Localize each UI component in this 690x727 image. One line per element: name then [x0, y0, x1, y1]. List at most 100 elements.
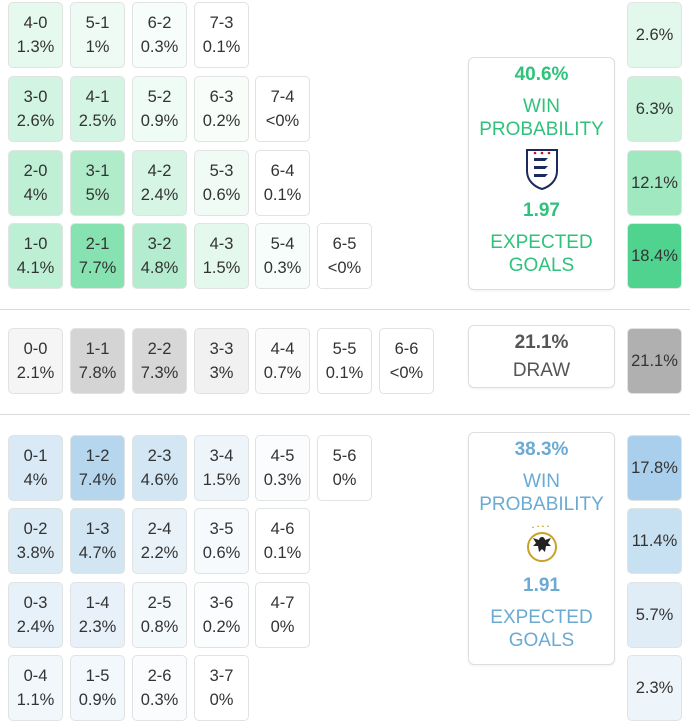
cell-score: 6-6 — [394, 340, 419, 358]
cell-score: 3-6 — [209, 594, 234, 612]
score-cell-germany-win: 5-6 0% — [317, 435, 372, 501]
cell-score: 5-4 — [270, 235, 295, 253]
cell-score: 2-0 — [23, 162, 48, 180]
score-cell-england-win: 2-1 7.7% — [70, 223, 125, 289]
score-cell-draw: 1-1 7.8% — [70, 328, 125, 394]
cell-probability: 7.7% — [78, 259, 117, 277]
cell-score: 2-3 — [147, 447, 172, 465]
goal-margin-cell: 2.6% — [627, 2, 682, 68]
cell-probability: 21.1% — [631, 352, 678, 370]
cell-probability: 1.5% — [202, 259, 241, 277]
england-win-label-2: PROBABILITY — [479, 119, 604, 140]
goal-margin-cell: 17.8% — [627, 435, 682, 501]
score-cell-england-win: 4-1 2.5% — [70, 76, 125, 142]
score-cell-germany-win: 3-6 0.2% — [194, 582, 249, 648]
cell-score: 5-5 — [332, 340, 357, 358]
cell-score: 1-5 — [85, 667, 110, 685]
cell-score: 2-6 — [147, 667, 172, 685]
cell-probability: 4.7% — [78, 544, 117, 562]
cell-probability: 0% — [209, 691, 234, 709]
cell-probability: 12.1% — [631, 174, 678, 192]
score-cell-draw: 6-6 <0% — [379, 328, 434, 394]
score-cell-england-win: 7-3 0.1% — [194, 2, 249, 68]
score-cell-england-win: 7-4 <0% — [255, 76, 310, 142]
score-cell-england-win: 6-4 0.1% — [255, 150, 310, 216]
score-cell-germany-win: 1-5 0.9% — [70, 655, 125, 721]
score-cell-germany-win: 1-4 2.3% — [70, 582, 125, 648]
score-cell-germany-win: 4-5 0.3% — [255, 435, 310, 501]
cell-probability: <0% — [265, 112, 300, 130]
germany-summary-card: 38.3% WIN PROBABILITY 1.91 EXPECTED GOAL… — [468, 432, 615, 665]
cell-probability: 0.7% — [263, 364, 302, 382]
cell-score: 5-3 — [209, 162, 234, 180]
cell-probability: 7.4% — [78, 471, 117, 489]
cell-score: 1-0 — [23, 235, 48, 253]
cell-score: 0-0 — [23, 340, 48, 358]
score-cell-draw: 3-3 3% — [194, 328, 249, 394]
cell-score: 3-7 — [209, 667, 234, 685]
cell-probability: 0.1% — [202, 38, 241, 56]
england-win-label-1: WIN — [523, 96, 560, 117]
cell-probability: 1.1% — [16, 691, 55, 709]
cell-probability: 0.1% — [263, 544, 302, 562]
england-xg: 1.97 — [523, 200, 560, 221]
cell-probability: 0.6% — [202, 544, 241, 562]
score-cell-england-win: 6-5 <0% — [317, 223, 372, 289]
cell-probability: 11.4% — [631, 532, 678, 550]
cell-probability: 2.4% — [16, 618, 55, 636]
cell-probability: 0.3% — [263, 471, 302, 489]
cell-score: 4-1 — [85, 88, 110, 106]
cell-score: 1-2 — [85, 447, 110, 465]
section-divider — [0, 414, 690, 415]
score-cell-draw: 4-4 0.7% — [255, 328, 310, 394]
cell-probability: 17.8% — [631, 459, 678, 477]
score-cell-england-win: 6-2 0.3% — [132, 2, 187, 68]
goal-margin-cell: 12.1% — [627, 150, 682, 216]
cell-score: 4-5 — [270, 447, 295, 465]
cell-probability: 0.3% — [140, 691, 179, 709]
cell-score: 5-1 — [85, 14, 110, 32]
cell-probability: 0.9% — [140, 112, 179, 130]
score-cell-england-win: 5-2 0.9% — [132, 76, 187, 142]
goal-margin-cell: 6.3% — [627, 76, 682, 142]
cell-probability: 4.1% — [16, 259, 55, 277]
score-cell-germany-win: 3-4 1.5% — [194, 435, 249, 501]
score-cell-england-win: 3-2 4.8% — [132, 223, 187, 289]
score-cell-england-win: 5-1 1% — [70, 2, 125, 68]
cell-probability: 4% — [23, 471, 48, 489]
cell-probability: <0% — [327, 259, 362, 277]
cell-score: 4-0 — [23, 14, 48, 32]
cell-score: 2-4 — [147, 520, 172, 538]
score-cell-draw: 0-0 2.1% — [8, 328, 63, 394]
goal-margin-cell: 18.4% — [627, 223, 682, 289]
cell-probability: 2.2% — [140, 544, 179, 562]
goal-margin-cell: 21.1% — [627, 328, 682, 394]
cell-probability: 4.6% — [140, 471, 179, 489]
cell-score: 2-1 — [85, 235, 110, 253]
cell-probability: 0.3% — [263, 259, 302, 277]
cell-probability: 0.8% — [140, 618, 179, 636]
score-cell-germany-win: 2-5 0.8% — [132, 582, 187, 648]
cell-probability: 0% — [332, 471, 357, 489]
cell-score: 3-4 — [209, 447, 234, 465]
score-cell-england-win: 3-0 2.6% — [8, 76, 63, 142]
germany-eagle-crest-icon — [526, 525, 557, 562]
germany-xg-label-1: EXPECTED — [490, 607, 593, 628]
cell-score: 6-3 — [209, 88, 234, 106]
score-cell-england-win: 5-3 0.6% — [194, 150, 249, 216]
cell-probability: 0.1% — [325, 364, 364, 382]
cell-probability: 0.2% — [202, 618, 241, 636]
cell-probability: 1% — [85, 38, 110, 56]
england-summary-card: 40.6% WIN PROBABILITY 1.97 EXPECTED GOAL… — [468, 57, 615, 290]
cell-probability: 3% — [209, 364, 234, 382]
cell-score: 5-6 — [332, 447, 357, 465]
cell-score: 5-2 — [147, 88, 172, 106]
cell-score: 7-4 — [270, 88, 295, 106]
cell-probability: 7.8% — [78, 364, 117, 382]
germany-win-pct: 38.3% — [514, 439, 569, 460]
score-cell-germany-win: 3-5 0.6% — [194, 508, 249, 574]
score-cell-england-win: 2-0 4% — [8, 150, 63, 216]
score-cell-germany-win: 4-6 0.1% — [255, 508, 310, 574]
score-cell-england-win: 4-0 1.3% — [8, 2, 63, 68]
england-win-pct: 40.6% — [514, 64, 569, 85]
